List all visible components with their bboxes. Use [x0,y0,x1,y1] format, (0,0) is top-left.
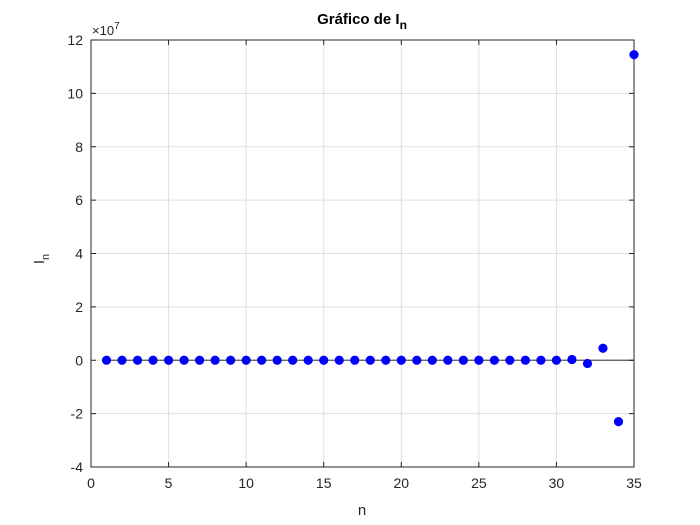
x-tick-label: 10 [238,475,254,491]
data-point [613,417,624,427]
x-tick-label: 20 [393,475,409,491]
data-point [226,355,236,365]
y-axis-label-main: I [31,260,48,264]
data-point [195,355,205,365]
data-point [458,355,468,365]
data-point [288,355,298,365]
data-point [412,355,422,365]
data-point [241,355,251,365]
chart-title-main: Gráfico de I [317,11,400,28]
y-tick-label: 12 [67,32,83,48]
data-point [319,355,329,365]
x-tick-label: 15 [316,475,332,491]
data-point [489,355,499,365]
data-point [582,358,593,369]
y-tick-label: -2 [71,406,84,422]
data-point [381,355,391,365]
data-point [257,355,267,365]
chart-title-subscript: n [400,18,407,32]
data-point [334,355,344,365]
data-point [163,355,174,365]
data-point [272,355,282,365]
x-tick-label: 0 [87,475,95,491]
x-tick-label: 5 [165,475,173,491]
plot-axes [90,39,635,468]
data-point [117,355,127,365]
x-tick-label: 25 [471,475,487,491]
y-axis-exponent: ×107 [92,21,120,38]
y-axis-exponent-power: 7 [114,21,120,32]
data-point [179,355,189,365]
y-tick-label: 0 [75,352,83,368]
data-point [520,355,531,365]
y-tick-label: 6 [75,192,83,208]
y-axis-label-subscript: n [40,254,52,260]
x-axis-label: n [358,502,366,519]
y-axis-label: In [31,254,52,264]
data-point [210,355,220,365]
y-tick-label: 4 [75,246,83,262]
data-point [350,355,360,365]
data-point [598,343,608,353]
data-point [303,355,313,365]
data-point [427,355,437,365]
data-point [629,50,639,60]
x-tick-label: 30 [549,475,565,491]
y-tick-label: 8 [75,139,83,155]
y-tick-label: 10 [67,85,83,101]
data-point [101,355,112,365]
data-point [132,355,143,365]
data-points [101,50,639,427]
data-point [474,355,484,365]
y-tick-label: 2 [75,299,83,315]
grid-lines [90,39,635,468]
data-point [365,355,375,365]
y-tick-label: -4 [71,459,84,475]
data-point [148,355,158,365]
y-axis-exponent-base: ×10 [92,23,114,38]
data-point [505,355,515,365]
data-point [551,355,562,365]
data-point [396,355,406,365]
data-point [567,354,577,365]
x-tick-label: 35 [626,475,642,491]
data-point [536,355,546,365]
chart-title: Gráfico de In [317,11,407,32]
data-point [443,355,453,365]
tick-labels: 0 5 10 15 20 25 30 35 -4 -2 0 2 4 6 8 10 12 [67,32,642,491]
